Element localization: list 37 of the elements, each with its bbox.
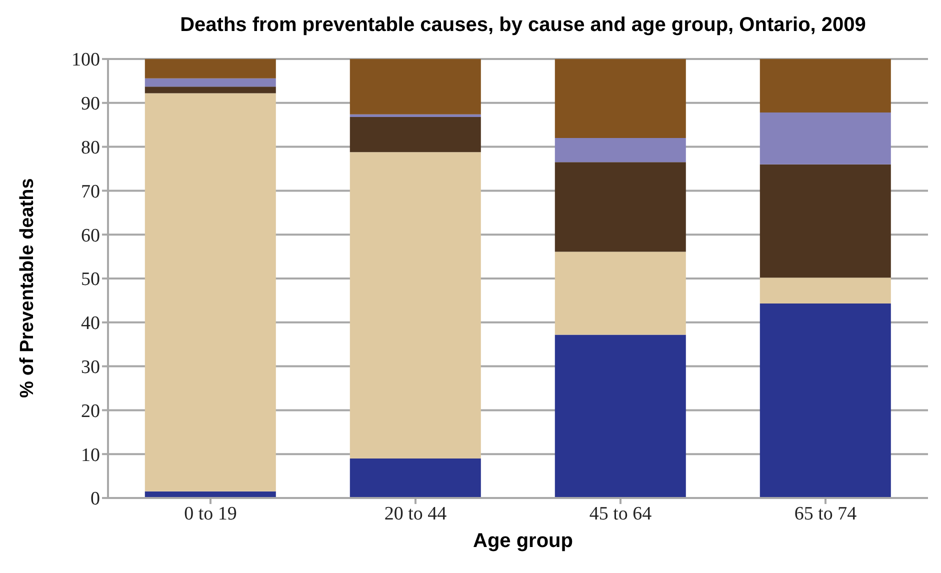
bar (554, 59, 686, 138)
y-tick-label: 0 (90, 488, 100, 510)
bar (144, 78, 276, 87)
y-tick-label: 20 (81, 400, 100, 422)
bar (760, 164, 891, 278)
bar (350, 458, 481, 498)
bar (350, 116, 481, 152)
x-tick-label: 20 to 44 (384, 503, 448, 524)
bar (350, 152, 481, 458)
y-tick-label: 40 (81, 313, 100, 334)
bar (144, 93, 276, 492)
y-tick-label: 100 (72, 50, 100, 71)
x-axis-title: Age group (472, 530, 574, 553)
bar (760, 59, 891, 113)
bar (760, 112, 891, 164)
bar (144, 86, 276, 94)
y-tick-label: 90 (81, 94, 100, 115)
bar (350, 114, 481, 117)
y-tick-label: 80 (81, 138, 100, 159)
y-axis-title: % of Preventable deaths (17, 178, 39, 398)
y-tick-label: 60 (81, 225, 100, 246)
bar (760, 304, 891, 498)
bar (760, 278, 891, 304)
y-tick-label: 50 (81, 269, 100, 290)
x-tick-label: 0 to 19 (184, 503, 237, 524)
y-tick-label: 10 (81, 444, 100, 466)
y-tick-label: 70 (81, 181, 100, 202)
bar (554, 162, 686, 252)
x-tick-label: 65 to 74 (794, 503, 858, 524)
bar (144, 59, 276, 78)
chart-title: Deaths from preventable causes, by cause and age group, Ontario, 2009 (179, 14, 867, 37)
x-tick-label: 45 to 64 (589, 503, 652, 524)
y-tick-label: 30 (81, 357, 100, 378)
bar (554, 138, 686, 162)
bar (554, 252, 686, 335)
bar (350, 59, 481, 114)
bar (554, 334, 686, 498)
